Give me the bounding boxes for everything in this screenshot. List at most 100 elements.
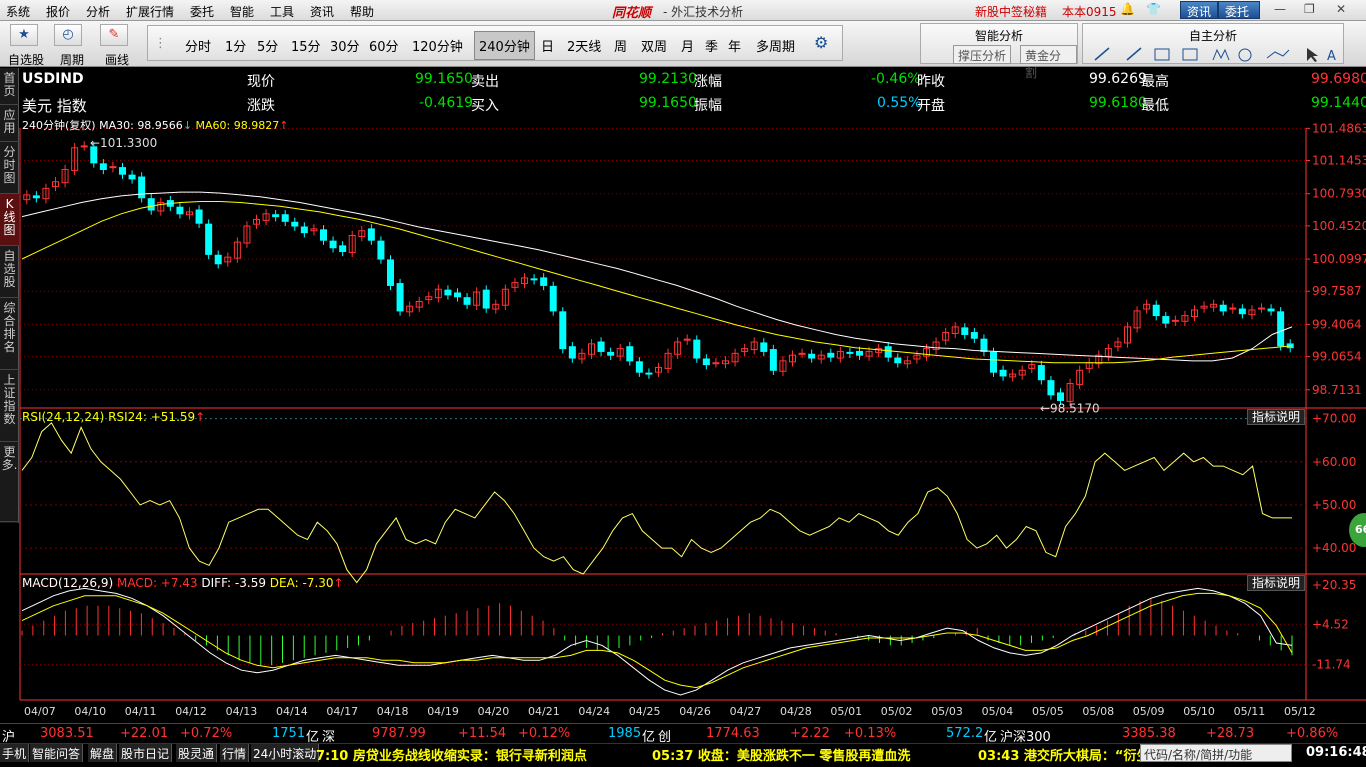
nav-ranking[interactable]: 综合排名 xyxy=(0,298,19,370)
clock-icon[interactable]: ◴ xyxy=(54,24,82,46)
candle-body xyxy=(1047,380,1055,396)
candle-body xyxy=(808,353,816,359)
nav-sh-index[interactable]: 上证指数 xyxy=(0,370,19,442)
period-btn-9[interactable]: 2天线 xyxy=(567,40,602,55)
shirt-icon[interactable]: 👕 xyxy=(1146,2,1161,16)
notebook-link[interactable]: 本本0915 xyxy=(1062,5,1117,19)
period-btn-15[interactable]: 多周期 xyxy=(756,40,796,55)
sz-change: +11.54 xyxy=(458,726,507,741)
ipo-link[interactable]: 新股中签秘籍 xyxy=(975,5,1048,19)
chart-grid xyxy=(19,127,1366,701)
trade-button[interactable]: 委托 ▾ xyxy=(1218,1,1260,34)
support-resist-button[interactable]: 撑压分析 xyxy=(953,45,1012,64)
candle-body xyxy=(262,213,270,221)
tab-diary[interactable]: 股市日记 xyxy=(119,744,173,762)
period-btn-13[interactable]: 季 xyxy=(705,40,719,55)
circle-tool-icon xyxy=(1238,48,1252,62)
nav-more[interactable]: 更多. xyxy=(0,442,19,522)
candle-body xyxy=(99,163,107,170)
menu-trade[interactable]: 委托 xyxy=(190,5,215,19)
search-input[interactable]: 代码/名称/简拼/功能 xyxy=(1140,744,1292,762)
menu-ext-quote[interactable]: 扩展行情 xyxy=(126,5,175,19)
cy-index[interactable]: 1774.63 xyxy=(706,726,760,741)
menu-quote[interactable]: 报价 xyxy=(46,5,71,19)
period-btn-5[interactable]: 60分 xyxy=(369,40,399,55)
news-item-2[interactable]: 05:37 收盘：美股涨跌不一 零售股再遭血洗 xyxy=(652,749,911,764)
float-badge[interactable]: 66 xyxy=(1349,513,1366,547)
close-icon[interactable]: ✕ xyxy=(1336,2,1347,16)
tab-24h[interactable]: 24小时滚动 xyxy=(251,744,320,762)
x-tick-label: 05/09 xyxy=(1133,705,1165,718)
macd-value: MACD: +7.43 xyxy=(116,576,198,590)
period-btn-14[interactable]: 年 xyxy=(728,40,742,55)
rsi-help-button[interactable]: 指标说明 xyxy=(1247,409,1306,425)
period-btn-8[interactable]: 日 xyxy=(541,40,555,55)
news-item-3[interactable]: 03:43 港交所大棋局：“衍生 xyxy=(978,749,1150,764)
period-btn-2[interactable]: 5分 xyxy=(257,40,279,55)
ma60-label: MA60: xyxy=(195,119,231,132)
candle-body xyxy=(138,176,146,199)
period-btn-10[interactable]: 周 xyxy=(614,40,628,55)
period-btn-1[interactable]: 1分 xyxy=(225,40,247,55)
golden-section-button[interactable]: 黄金分割 xyxy=(1020,45,1077,80)
tab-qa[interactable]: 智能问答 xyxy=(30,744,84,762)
tab-gulingtong[interactable]: 股灵通 xyxy=(176,744,218,762)
tab-mobile[interactable]: 手机 xyxy=(0,744,30,762)
period-btn-7[interactable]: 240分钟 xyxy=(474,31,535,60)
ma30-line xyxy=(21,191,1293,362)
period-btn-3[interactable]: 15分 xyxy=(291,40,321,55)
period-btn-12[interactable]: 月 xyxy=(681,40,695,55)
period-btn-0[interactable]: 分时 xyxy=(185,40,212,55)
value-open: 99.6180 xyxy=(1089,95,1147,111)
menu-tools[interactable]: 工具 xyxy=(270,5,295,19)
cy-pct: +0.13% xyxy=(844,726,897,741)
news-item-1[interactable]: 7:10 房贷业务战线收缩实录：银行寻新利润点 xyxy=(316,749,587,764)
star-icon[interactable]: ★ xyxy=(10,24,38,46)
tab-analysis[interactable]: 解盘 xyxy=(88,744,118,762)
nav-apps[interactable]: 应用 xyxy=(0,105,19,142)
menu-system[interactable]: 系统 xyxy=(6,5,31,19)
candle-body xyxy=(626,346,634,362)
nav-home[interactable]: 首页 xyxy=(0,68,19,105)
draw-tools: A xyxy=(1094,47,1336,64)
pen-icon[interactable]: ✎ xyxy=(100,24,128,46)
value-low: 99.1440 xyxy=(1311,95,1366,111)
draw-label[interactable]: 画线 xyxy=(105,53,130,67)
restore-icon[interactable]: ❐ xyxy=(1304,2,1315,16)
nav-timeline[interactable]: 分时图 xyxy=(0,142,19,194)
period-btn-4[interactable]: 30分 xyxy=(330,40,360,55)
ma30-down-arrow-icon: ↓ xyxy=(182,119,193,132)
menu-smart[interactable]: 智能 xyxy=(230,5,255,19)
candle-body xyxy=(645,372,653,375)
candle-body xyxy=(540,277,548,286)
period-btn-11[interactable]: 双周 xyxy=(641,40,668,55)
self-select-label[interactable]: 自选股 xyxy=(8,53,45,67)
period-label[interactable]: 周期 xyxy=(60,53,85,67)
x-tick-label: 05/04 xyxy=(982,705,1014,718)
candle-body xyxy=(406,305,414,313)
macd-help-button[interactable]: 指标说明 xyxy=(1247,575,1306,591)
minimize-icon[interactable]: — xyxy=(1274,2,1286,16)
sz-index[interactable]: 9787.99 xyxy=(372,726,426,741)
label-amp: 振幅 xyxy=(694,98,722,114)
candle-body xyxy=(913,354,921,360)
news-button[interactable]: 资讯 xyxy=(1180,1,1219,19)
hs-yi: 亿 xyxy=(984,730,998,745)
macd-header: MACD(12,26,9) MACD: +7.43 DIFF: -3.59 DE… xyxy=(22,576,344,590)
sh-index[interactable]: 3083.51 xyxy=(40,726,94,741)
menu-news[interactable]: 资讯 xyxy=(310,5,335,19)
label-high: 最高 xyxy=(1141,74,1169,90)
menu-analysis[interactable]: 分析 xyxy=(86,5,111,19)
menu-help[interactable]: 帮助 xyxy=(350,5,375,19)
tab-quotes[interactable]: 行情 xyxy=(220,744,250,762)
nav-watchlist[interactable]: 自选股 xyxy=(0,246,19,298)
label-price: 现价 xyxy=(247,74,275,90)
label-chgpct: 涨幅 xyxy=(694,74,722,90)
nav-kline[interactable]: K线图 xyxy=(0,194,19,246)
hs-index[interactable]: 3385.38 xyxy=(1122,726,1176,741)
settings-gear-icon[interactable]: ⚙ xyxy=(814,33,829,52)
bell-icon[interactable]: 🔔 xyxy=(1120,2,1135,16)
candle-body xyxy=(980,338,988,352)
period-btn-6[interactable]: 120分钟 xyxy=(412,40,463,55)
candle-body xyxy=(1248,309,1256,316)
